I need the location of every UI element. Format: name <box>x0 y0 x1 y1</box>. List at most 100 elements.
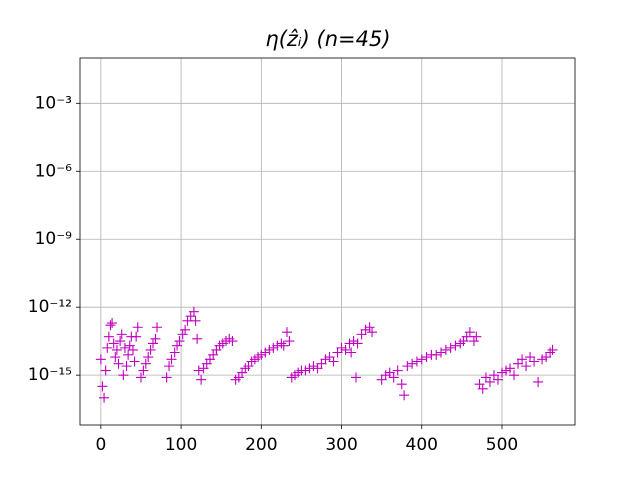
point <box>107 318 118 329</box>
point <box>477 383 488 394</box>
point <box>336 342 347 353</box>
point <box>103 331 114 342</box>
point <box>348 336 359 347</box>
point <box>166 354 177 365</box>
y-tick-label: 10⁻⁹ <box>35 229 73 249</box>
x-tick-label: 500 <box>486 435 518 455</box>
point <box>192 333 203 344</box>
point <box>118 370 129 381</box>
point <box>135 372 146 383</box>
point <box>138 365 149 376</box>
point <box>328 356 339 367</box>
point <box>161 372 172 383</box>
point <box>152 322 163 333</box>
point <box>541 352 552 363</box>
point <box>110 352 121 363</box>
point <box>537 354 548 365</box>
point <box>256 349 267 360</box>
point <box>169 347 180 358</box>
point <box>300 365 311 376</box>
point <box>492 374 503 385</box>
point <box>111 344 122 355</box>
point <box>129 356 140 367</box>
point <box>360 324 371 335</box>
point <box>356 329 367 340</box>
x-tick-label: 200 <box>245 435 277 455</box>
point <box>131 331 142 342</box>
point <box>376 374 387 385</box>
y-tick-label: 10⁻¹⁵ <box>28 365 72 385</box>
x-tick-label: 300 <box>325 435 357 455</box>
point <box>99 392 110 403</box>
point <box>113 358 124 369</box>
x-tick-label: 0 <box>95 435 106 455</box>
point <box>324 352 335 363</box>
point <box>132 322 143 333</box>
point <box>278 340 289 351</box>
point <box>100 365 111 376</box>
point <box>284 336 295 347</box>
point <box>501 365 512 376</box>
point <box>180 324 191 335</box>
point <box>384 367 395 378</box>
point <box>513 358 524 369</box>
point <box>172 340 183 351</box>
point <box>525 352 536 363</box>
point <box>496 367 507 378</box>
point <box>190 315 201 326</box>
point <box>440 344 451 355</box>
plot-frame <box>79 57 576 426</box>
point <box>396 379 407 390</box>
point <box>312 363 323 374</box>
point <box>346 347 357 358</box>
point <box>115 336 126 347</box>
point <box>407 358 418 369</box>
point <box>143 352 154 363</box>
point <box>529 356 540 367</box>
y-tick-label: 10⁻³ <box>35 93 72 113</box>
point <box>545 347 556 358</box>
point <box>264 344 275 355</box>
point <box>268 342 279 353</box>
point <box>480 372 491 383</box>
point <box>308 361 319 372</box>
point <box>388 372 399 383</box>
point <box>164 361 175 372</box>
point <box>517 354 528 365</box>
point <box>364 322 375 333</box>
point <box>392 365 403 376</box>
y-tick-label: 10⁻⁶ <box>35 161 73 181</box>
point <box>468 336 479 347</box>
x-tick-label: 400 <box>406 435 438 455</box>
point <box>174 336 185 347</box>
point <box>547 344 558 355</box>
point <box>95 354 106 365</box>
point <box>145 344 156 355</box>
point <box>352 338 363 349</box>
point <box>97 381 108 392</box>
point <box>367 327 378 338</box>
point <box>196 374 207 385</box>
point <box>445 342 456 353</box>
point <box>402 361 413 372</box>
point <box>399 390 410 401</box>
point <box>450 340 461 351</box>
chart-title: η(ẑᵢ) (n=45) <box>265 27 390 51</box>
point <box>521 361 532 372</box>
point <box>436 347 447 358</box>
point <box>471 331 482 342</box>
point <box>119 342 130 353</box>
point <box>416 354 427 365</box>
point <box>350 372 361 383</box>
point <box>276 338 287 349</box>
point <box>108 338 119 349</box>
point <box>316 358 327 369</box>
point <box>411 356 422 367</box>
x-tick-label: 100 <box>165 435 197 455</box>
point <box>227 336 238 347</box>
point <box>177 329 188 340</box>
point <box>320 354 331 365</box>
point <box>484 376 495 387</box>
point <box>431 349 442 360</box>
